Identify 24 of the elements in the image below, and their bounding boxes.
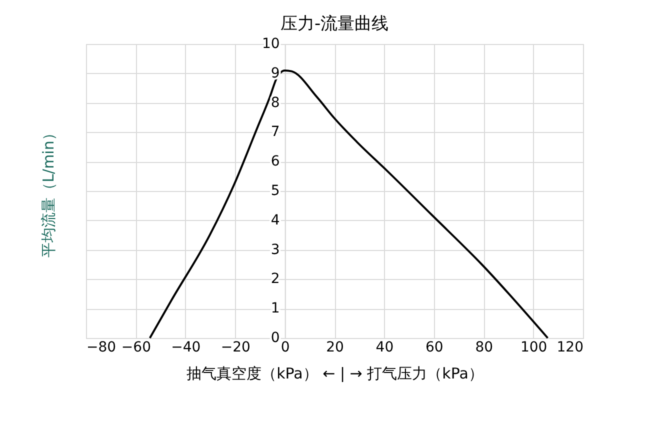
y-tick-label: 4	[270, 212, 280, 228]
x-tick-label: 80	[475, 340, 494, 356]
x-tick-label: −20	[220, 340, 250, 356]
x-tick-label: 100	[520, 340, 548, 356]
x-axis-title: 抽气真空度（kPa） ← | → 打气压力（kPa）	[186, 364, 484, 382]
y-axis-title: 平均流量（L/min）	[40, 126, 58, 258]
y-tick-label: 9	[270, 65, 280, 82]
chart-title: 压力-流量曲线	[280, 14, 389, 34]
y-tick-label: 7	[270, 124, 280, 140]
x-tick-label: 20	[326, 340, 344, 356]
x-tick-label: 120	[556, 340, 584, 356]
y-tick-label: 3	[270, 242, 280, 258]
y-tick-label: 10	[262, 36, 280, 52]
y-tick-label: 5	[270, 183, 280, 199]
x-tick-label: 60	[425, 340, 444, 356]
y-tick-label: 2	[270, 271, 280, 288]
y-tick-label: 8	[270, 94, 280, 111]
x-tick-label: −60	[121, 340, 151, 356]
y-tick-label: 1	[270, 300, 280, 317]
x-tick-label: 40	[376, 340, 394, 356]
x-tick-label: 0	[280, 340, 290, 356]
x-tick-label: −40	[171, 340, 201, 356]
x-tick-label: −80	[86, 340, 116, 356]
y-tick-label: 6	[270, 154, 280, 170]
